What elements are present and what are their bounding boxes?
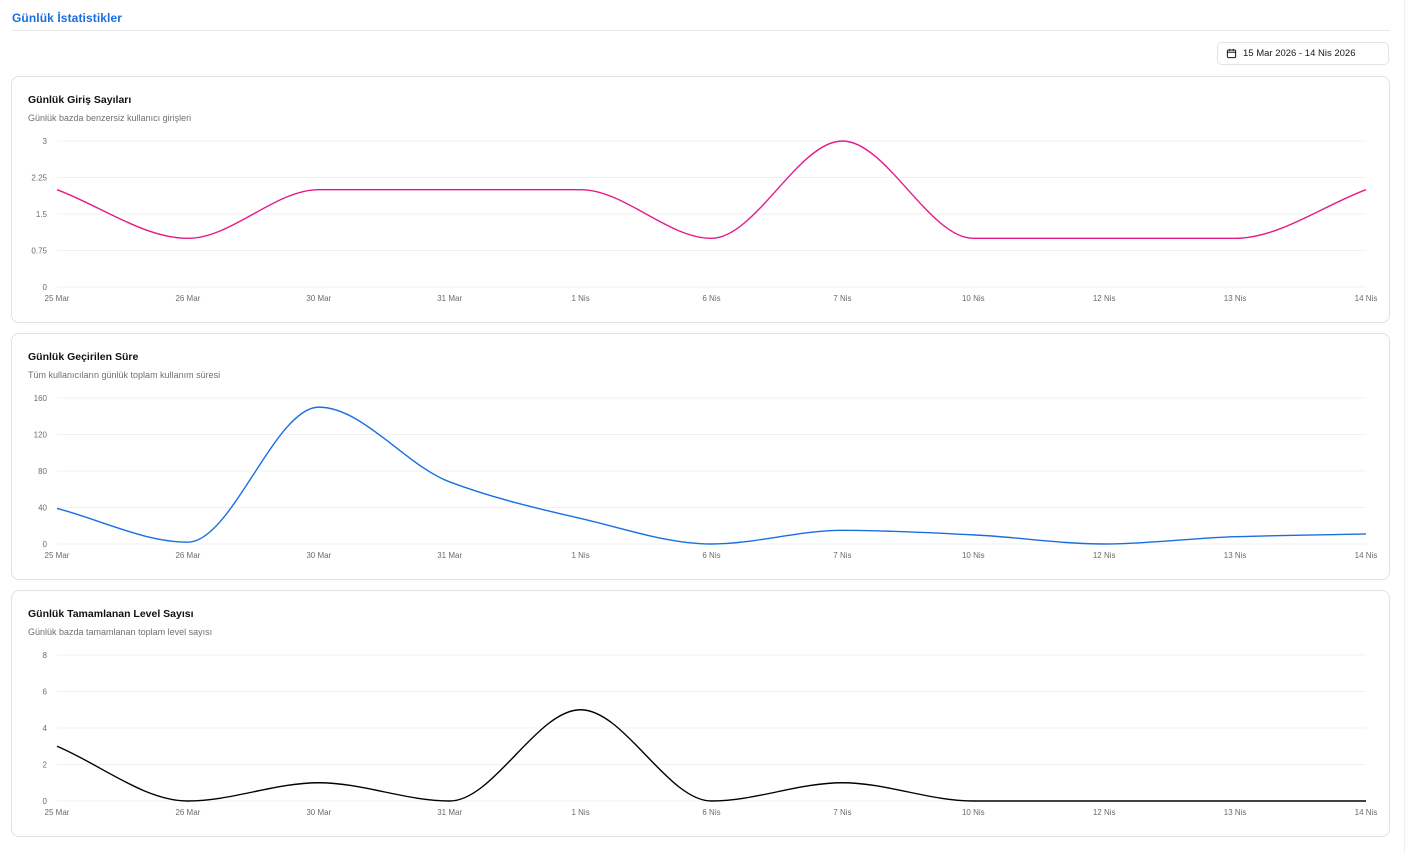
logins-line-chart: 0 0.75 1.5 2.25 3 25 Mar 26 Mar 30 Mar 31 Mar 1 N… — [31, 137, 1378, 303]
time-spent-chart-card: Günlük Geçirilen Süre Tüm kullanıcıların… — [11, 333, 1390, 580]
x-tick-label: 30 Mar — [306, 551, 331, 560]
scrollbar-track[interactable] — [1404, 0, 1405, 853]
y-tick-label: 3 — [43, 137, 48, 146]
x-tick-label: 13 Nis — [1224, 808, 1247, 817]
time-spent-line-chart: 0 40 80 120 160 25 Mar 26 Mar 30 Mar 31 Mar 1 Nis… — [34, 394, 1378, 560]
series-line — [56, 709, 1366, 802]
x-tick-label: 26 Mar — [175, 294, 200, 303]
levels-line-chart: 0 2 4 6 8 25 Mar 26 Mar 30 Mar 31 Mar 1 Nis 6 Nis 7… — [43, 651, 1378, 817]
x-tick-label: 6 Nis — [702, 808, 720, 817]
x-tick-label: 1 Nis — [571, 808, 589, 817]
x-tick-label: 12 Nis — [1093, 808, 1116, 817]
x-tick-label: 31 Mar — [437, 551, 462, 560]
y-tick-label: 0 — [43, 540, 48, 549]
logins-chart-card: Günlük Giriş Sayıları Günlük bazda benze… — [11, 76, 1390, 323]
card-subtitle: Günlük bazda benzersiz kullanıcı girişle… — [28, 113, 192, 123]
x-tick-label: 30 Mar — [306, 294, 331, 303]
x-tick-label: 26 Mar — [175, 808, 200, 817]
x-tick-label: 25 Mar — [45, 294, 70, 303]
y-tick-label: 0.75 — [31, 247, 47, 256]
x-tick-label: 14 Nis — [1355, 808, 1378, 817]
date-range-picker[interactable]: 15 Mar 2026 - 14 Nis 2026 — [1217, 42, 1389, 65]
y-tick-label: 8 — [43, 651, 48, 660]
y-tick-label: 4 — [43, 724, 48, 733]
card-title: Günlük Giriş Sayıları — [28, 94, 132, 106]
x-tick-label: 12 Nis — [1093, 294, 1116, 303]
x-tick-label: 1 Nis — [571, 294, 589, 303]
y-tick-label: 2 — [43, 761, 48, 770]
x-tick-label: 6 Nis — [702, 551, 720, 560]
x-tick-label: 25 Mar — [45, 551, 70, 560]
y-tick-label: 160 — [34, 394, 48, 403]
x-tick-label: 7 Nis — [833, 551, 851, 560]
x-tick-label: 26 Mar — [175, 551, 200, 560]
x-tick-label: 14 Nis — [1355, 294, 1378, 303]
x-tick-label: 14 Nis — [1355, 551, 1378, 560]
x-tick-label: 30 Mar — [306, 808, 331, 817]
title-divider — [12, 30, 1390, 31]
x-tick-label: 31 Mar — [437, 294, 462, 303]
y-tick-label: 6 — [43, 688, 48, 697]
y-tick-label: 2.25 — [31, 174, 47, 183]
x-tick-label: 10 Nis — [962, 808, 985, 817]
page-title: Günlük İstatistikler — [12, 11, 123, 25]
levels-chart-card: Günlük Tamamlanan Level Sayısı Günlük ba… — [11, 590, 1390, 837]
x-tick-label: 1 Nis — [571, 551, 589, 560]
series-line — [56, 140, 1367, 240]
calendar-icon — [1226, 48, 1237, 59]
x-tick-label: 10 Nis — [962, 551, 985, 560]
y-tick-label: 0 — [43, 797, 48, 806]
x-tick-label: 10 Nis — [962, 294, 985, 303]
card-subtitle: Günlük bazda tamamlanan toplam level say… — [28, 627, 213, 637]
y-tick-label: 0 — [43, 283, 48, 292]
card-title: Günlük Tamamlanan Level Sayısı — [28, 608, 194, 620]
x-tick-label: 31 Mar — [437, 808, 462, 817]
x-tick-label: 6 Nis — [702, 294, 720, 303]
x-tick-label: 25 Mar — [45, 808, 70, 817]
y-tick-label: 120 — [34, 431, 48, 440]
x-tick-label: 12 Nis — [1093, 551, 1116, 560]
y-tick-label: 80 — [38, 467, 47, 476]
x-tick-label: 13 Nis — [1224, 551, 1247, 560]
series-line — [56, 406, 1367, 545]
x-tick-label: 7 Nis — [833, 294, 851, 303]
y-tick-label: 40 — [38, 504, 47, 513]
card-subtitle: Tüm kullanıcıların günlük toplam kullanı… — [28, 370, 221, 380]
card-title: Günlük Geçirilen Süre — [28, 351, 139, 363]
x-tick-label: 13 Nis — [1224, 294, 1247, 303]
x-tick-label: 7 Nis — [833, 808, 851, 817]
y-tick-label: 1.5 — [36, 210, 48, 219]
date-range-label: 15 Mar 2026 - 14 Nis 2026 — [1243, 48, 1356, 59]
